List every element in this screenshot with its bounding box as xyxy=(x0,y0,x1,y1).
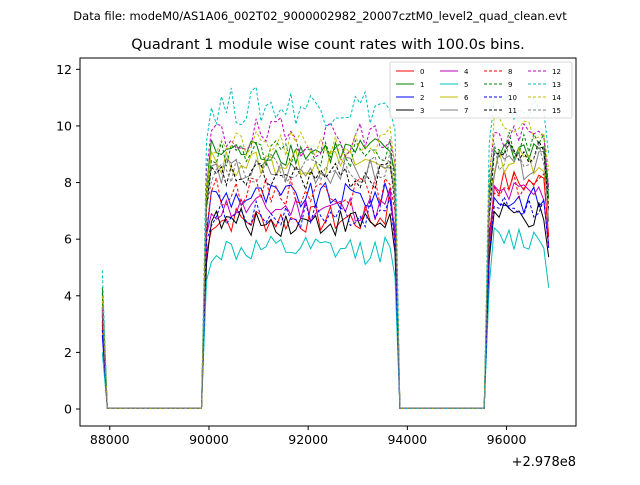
x-tick-label-96000: 96000 xyxy=(487,432,527,447)
y-tick-label-12: 12 xyxy=(56,62,72,77)
series-line-15 xyxy=(101,141,550,409)
legend-label-14: 14 xyxy=(552,94,561,102)
legend-label-8: 8 xyxy=(508,68,512,76)
chart-title: Quadrant 1 module wise count rates with … xyxy=(131,37,525,53)
y-tick-label-8: 8 xyxy=(64,175,72,190)
legend-label-13: 13 xyxy=(552,81,561,89)
y-tick-label-6: 6 xyxy=(64,232,72,247)
legend-label-1: 1 xyxy=(420,81,424,89)
legend-label-2: 2 xyxy=(420,94,424,102)
plot-frame xyxy=(79,57,577,427)
y-tick-label-2: 2 xyxy=(64,345,72,360)
legend-label-12: 12 xyxy=(552,68,561,76)
legend-label-3: 3 xyxy=(420,107,424,115)
x-tick-label-94000: 94000 xyxy=(387,432,427,447)
legend-label-0: 0 xyxy=(420,68,424,76)
y-tick-label-10: 10 xyxy=(56,118,72,133)
y-tick-label-4: 4 xyxy=(64,288,72,303)
legend-label-9: 9 xyxy=(508,81,512,89)
series-line-12 xyxy=(101,116,550,409)
legend-label-15: 15 xyxy=(552,107,561,115)
chart-suptitle: Data file: modeM0/AS1A06_002T02_90000029… xyxy=(73,9,567,23)
legend-label-4: 4 xyxy=(464,68,469,76)
legend-box xyxy=(389,61,573,119)
x-tick-label-88000: 88000 xyxy=(90,432,130,447)
x-offset-label: +2.978e8 xyxy=(512,455,576,470)
legend-label-10: 10 xyxy=(508,94,517,102)
legend-label-7: 7 xyxy=(464,107,468,115)
x-tick-label-92000: 92000 xyxy=(288,432,328,447)
series-layer xyxy=(101,86,550,409)
x-tick-label-90000: 90000 xyxy=(189,432,229,447)
legend-label-5: 5 xyxy=(464,81,468,89)
legend-label-6: 6 xyxy=(464,94,469,102)
y-tick-label-0: 0 xyxy=(64,402,72,417)
legend-label-11: 11 xyxy=(508,107,517,115)
